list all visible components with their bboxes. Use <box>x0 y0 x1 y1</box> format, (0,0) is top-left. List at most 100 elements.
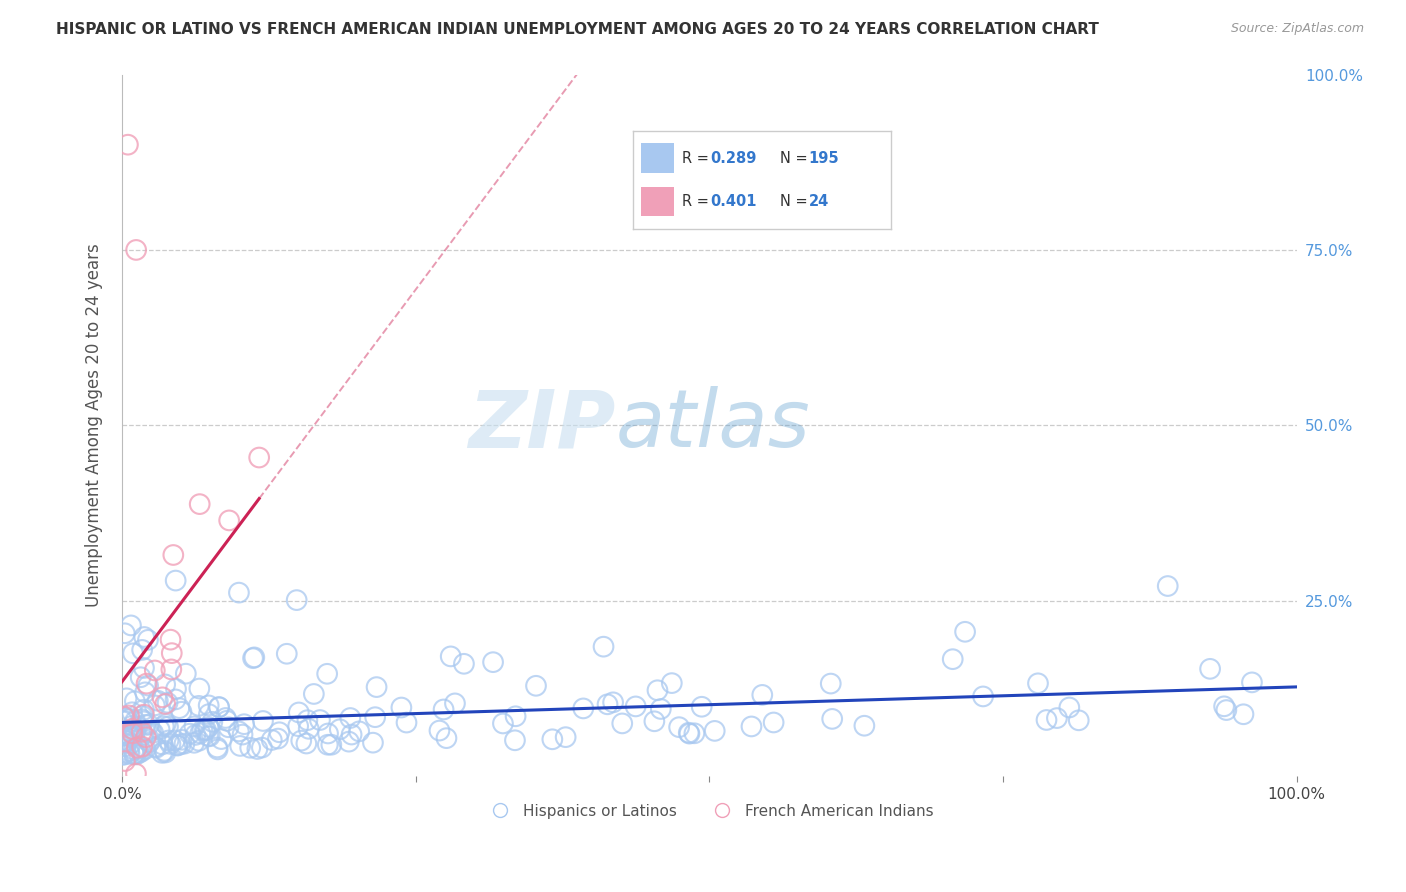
Point <box>114 626 136 640</box>
Point <box>690 699 713 714</box>
Point <box>188 681 211 696</box>
Point <box>127 719 149 733</box>
Point <box>118 744 141 758</box>
Point <box>131 745 153 759</box>
Point <box>128 742 150 756</box>
Point <box>122 747 145 762</box>
Point <box>218 720 240 734</box>
Point <box>152 719 174 733</box>
Point <box>143 739 166 754</box>
Point <box>170 732 193 747</box>
Point <box>118 708 141 723</box>
Point <box>118 712 141 726</box>
Point <box>122 743 145 757</box>
Point <box>114 754 136 768</box>
Point <box>942 652 965 666</box>
Point <box>136 679 159 693</box>
Point <box>184 728 207 742</box>
Point <box>1157 579 1180 593</box>
Point <box>117 723 139 738</box>
Point <box>121 727 143 741</box>
Point <box>762 715 785 730</box>
Point <box>112 747 135 762</box>
Point <box>432 702 454 716</box>
Point <box>128 746 150 760</box>
Point <box>153 697 176 711</box>
Point <box>138 717 160 731</box>
Point <box>131 709 153 723</box>
Point <box>285 593 308 607</box>
Point <box>117 734 139 748</box>
Point <box>121 719 143 733</box>
Point <box>120 618 142 632</box>
Point <box>287 719 309 733</box>
Point <box>148 723 170 737</box>
Point <box>364 710 387 724</box>
Point <box>503 733 526 747</box>
Point <box>1213 699 1236 714</box>
Point <box>159 737 181 751</box>
Text: HISPANIC OR LATINO VS FRENCH AMERICAN INDIAN UNEMPLOYMENT AMONG AGES 20 TO 24 YE: HISPANIC OR LATINO VS FRENCH AMERICAN IN… <box>56 22 1099 37</box>
Point <box>165 574 187 588</box>
Point <box>229 739 252 753</box>
Point <box>132 661 155 675</box>
Point <box>329 723 352 737</box>
Point <box>347 724 370 739</box>
Point <box>1035 713 1057 727</box>
Point <box>366 680 388 694</box>
Point <box>703 723 725 738</box>
Point <box>215 714 238 728</box>
Point <box>135 676 157 690</box>
Point <box>129 670 152 684</box>
Point <box>1026 676 1049 690</box>
Point <box>155 717 177 731</box>
Point <box>159 632 181 647</box>
Point <box>170 705 193 719</box>
Point <box>118 747 141 761</box>
Point <box>197 698 219 713</box>
Point <box>209 732 232 747</box>
Point <box>596 698 619 712</box>
Point <box>125 747 148 762</box>
Point <box>132 707 155 722</box>
Point <box>187 698 209 713</box>
Point <box>135 730 157 744</box>
Point <box>316 738 339 752</box>
Point <box>145 740 167 755</box>
Point <box>524 679 547 693</box>
Point <box>143 664 166 678</box>
Point <box>132 728 155 742</box>
Point <box>228 585 250 599</box>
Point <box>142 725 165 739</box>
Point <box>121 726 143 740</box>
Point <box>661 676 683 690</box>
Text: Source: ZipAtlas.com: Source: ZipAtlas.com <box>1230 22 1364 36</box>
Point <box>131 739 153 754</box>
Point <box>492 716 515 731</box>
Point <box>121 706 143 720</box>
Point <box>290 733 312 747</box>
Point <box>117 137 139 152</box>
Point <box>572 701 595 715</box>
Point <box>252 714 274 728</box>
Point <box>361 736 384 750</box>
Point <box>118 728 141 742</box>
Point <box>602 695 624 709</box>
Point <box>208 700 231 714</box>
Point <box>156 696 179 710</box>
Point <box>395 715 418 730</box>
Point <box>120 737 142 751</box>
Point <box>297 713 319 727</box>
Point <box>125 243 148 257</box>
Text: ZIP: ZIP <box>468 386 616 465</box>
Point <box>134 742 156 756</box>
Point <box>122 725 145 739</box>
Point <box>131 713 153 727</box>
Point <box>195 723 218 738</box>
Point <box>174 666 197 681</box>
Point <box>131 724 153 739</box>
Point <box>554 730 576 744</box>
Point <box>321 738 343 752</box>
Point <box>1067 714 1090 728</box>
Point <box>505 709 527 723</box>
